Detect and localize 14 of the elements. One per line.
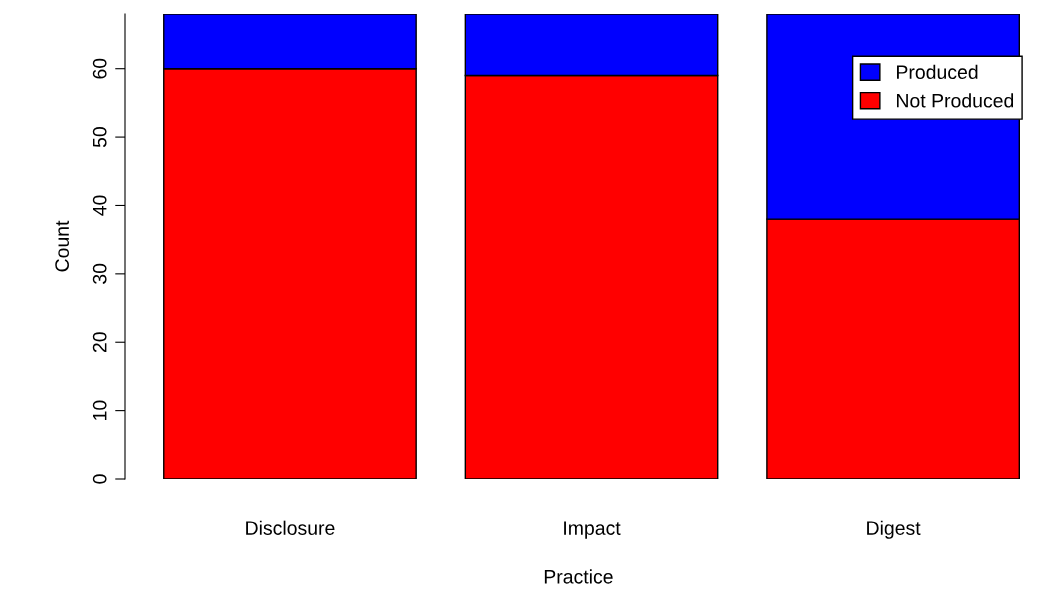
y-tick-label: 0 xyxy=(92,474,107,484)
x-tick-label: Disclosure xyxy=(246,520,335,535)
y-tick-label: 30 xyxy=(92,263,107,284)
y-axis-title: Count xyxy=(55,220,69,272)
x-axis-title: Practice xyxy=(544,569,613,584)
y-tick-label: 10 xyxy=(92,400,107,420)
y-tick-label: 60 xyxy=(92,58,107,79)
y-tick-label: 50 xyxy=(92,127,107,148)
x-tick-label: Digest xyxy=(867,520,921,539)
y-tick-label: 20 xyxy=(92,332,107,353)
y-tick-label: 40 xyxy=(92,195,107,216)
x-tick-label: Impact xyxy=(564,521,621,539)
legend-label: Produced xyxy=(897,64,978,80)
legend-label: Not Produced xyxy=(897,93,1014,108)
